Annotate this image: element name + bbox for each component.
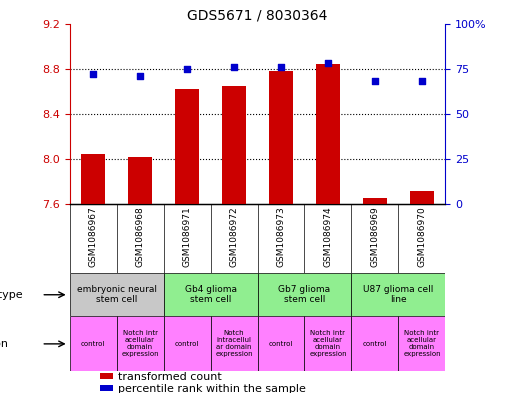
Point xyxy=(324,60,332,66)
Point xyxy=(277,64,285,70)
Bar xyxy=(164,273,258,316)
Bar xyxy=(399,316,445,371)
Text: GSM1086967: GSM1086967 xyxy=(89,206,97,267)
Point xyxy=(136,73,144,79)
Bar xyxy=(70,316,116,371)
Text: percentile rank within the sample: percentile rank within the sample xyxy=(118,384,306,393)
Text: cell type: cell type xyxy=(0,290,23,300)
Point xyxy=(371,78,379,84)
Point xyxy=(89,71,97,77)
Bar xyxy=(164,316,211,371)
Point xyxy=(230,64,238,70)
Text: control: control xyxy=(269,341,293,347)
Bar xyxy=(128,157,152,204)
Bar xyxy=(269,71,293,204)
Bar xyxy=(352,273,445,316)
Text: Notch intr
acellular
domain
expression: Notch intr acellular domain expression xyxy=(121,331,159,357)
Bar xyxy=(81,154,105,204)
Text: Notch intr
acellular
domain
expression: Notch intr acellular domain expression xyxy=(309,331,347,357)
Point xyxy=(418,78,426,84)
Text: Gb4 glioma
stem cell: Gb4 glioma stem cell xyxy=(184,285,236,305)
Text: genotype/variation: genotype/variation xyxy=(0,339,8,349)
Text: transformed count: transformed count xyxy=(118,372,222,382)
Text: embryonic neural
stem cell: embryonic neural stem cell xyxy=(77,285,157,305)
Text: GSM1086970: GSM1086970 xyxy=(418,206,426,267)
Text: control: control xyxy=(81,341,105,347)
Text: GSM1086974: GSM1086974 xyxy=(323,206,333,267)
Text: Notch
intracellul
ar domain
expression: Notch intracellul ar domain expression xyxy=(215,331,253,357)
Bar xyxy=(410,191,434,204)
Bar xyxy=(222,86,246,204)
Text: control: control xyxy=(175,341,199,347)
Bar xyxy=(99,385,113,391)
Bar xyxy=(352,316,399,371)
Bar xyxy=(175,89,199,204)
Text: Notch intr
acellular
domain
expression: Notch intr acellular domain expression xyxy=(403,331,441,357)
Bar xyxy=(363,198,387,204)
Text: GSM1086968: GSM1086968 xyxy=(135,206,145,267)
Text: control: control xyxy=(363,341,387,347)
Bar xyxy=(316,64,340,204)
Bar xyxy=(258,273,352,316)
Bar xyxy=(258,316,304,371)
Title: GDS5671 / 8030364: GDS5671 / 8030364 xyxy=(187,8,328,22)
Bar xyxy=(211,316,258,371)
Text: GSM1086973: GSM1086973 xyxy=(277,206,285,267)
Text: GSM1086969: GSM1086969 xyxy=(370,206,380,267)
Bar xyxy=(116,316,164,371)
Text: Gb7 glioma
stem cell: Gb7 glioma stem cell xyxy=(279,285,331,305)
Bar xyxy=(99,373,113,379)
Point xyxy=(183,66,191,72)
Text: GSM1086971: GSM1086971 xyxy=(182,206,192,267)
Bar xyxy=(70,273,164,316)
Text: U87 glioma cell
line: U87 glioma cell line xyxy=(363,285,434,305)
Bar xyxy=(304,316,352,371)
Text: GSM1086972: GSM1086972 xyxy=(230,206,238,267)
